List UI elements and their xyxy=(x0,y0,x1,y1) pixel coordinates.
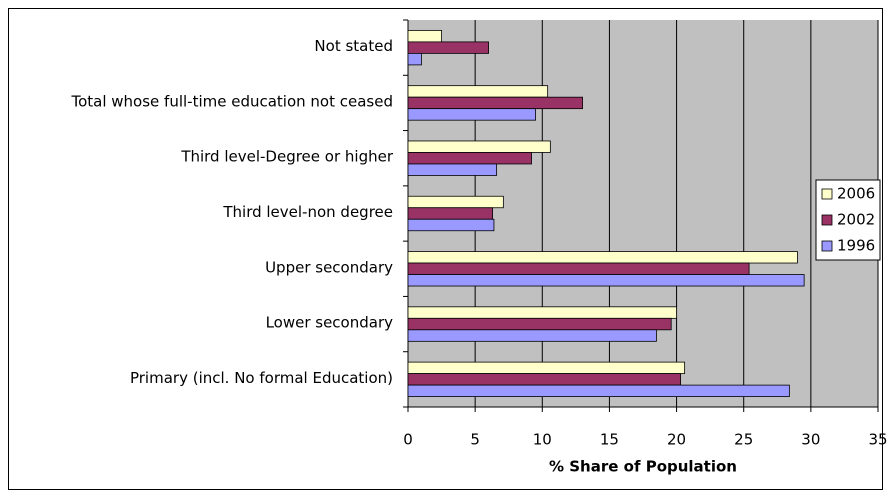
bar xyxy=(407,108,536,121)
y-tick-label: Lower secondary xyxy=(266,314,394,332)
x-tick-label: 5 xyxy=(470,431,480,449)
bar xyxy=(407,163,498,176)
bar xyxy=(407,218,495,232)
bar xyxy=(407,329,657,342)
bar xyxy=(407,251,798,264)
y-tick-label: Primary (incl. No formal Education) xyxy=(130,369,393,387)
bar xyxy=(407,152,532,165)
y-tick-label: Total whose full-time education not ceas… xyxy=(70,92,393,110)
x-tick-label: 35 xyxy=(868,431,887,449)
legend-label: 2002 xyxy=(837,211,875,229)
bar xyxy=(407,52,422,66)
legend-label: 1996 xyxy=(837,237,875,255)
y-tick-label: Not stated xyxy=(314,37,393,55)
legend-swatch xyxy=(821,188,833,200)
bar xyxy=(407,140,551,153)
y-tick-label: Third level-non degree xyxy=(222,203,393,221)
x-tick-label: 15 xyxy=(600,431,619,449)
y-tick-label: Third level-Degree or higher xyxy=(180,148,394,166)
bar xyxy=(407,306,677,319)
bar xyxy=(407,274,805,287)
legend-label: 2006 xyxy=(837,185,875,203)
bar xyxy=(407,41,489,54)
legend-swatch xyxy=(821,240,833,252)
bar xyxy=(407,29,442,43)
bar xyxy=(407,96,583,110)
bar xyxy=(407,262,750,275)
bar xyxy=(407,384,790,398)
bar xyxy=(407,195,504,209)
x-tick-label: 20 xyxy=(667,431,686,449)
bar xyxy=(407,317,672,331)
legend-swatch xyxy=(821,214,833,226)
bar xyxy=(407,361,686,375)
x-tick-label: 30 xyxy=(801,431,820,449)
x-axis-label: % Share of Population xyxy=(549,458,737,476)
y-tick-label: Upper secondary xyxy=(265,258,393,276)
bar xyxy=(407,373,682,386)
bar xyxy=(407,207,493,220)
bar xyxy=(407,85,549,98)
x-tick-label: 25 xyxy=(734,431,753,449)
x-tick-label: 0 xyxy=(403,431,413,449)
x-tick-label: 10 xyxy=(533,431,552,449)
